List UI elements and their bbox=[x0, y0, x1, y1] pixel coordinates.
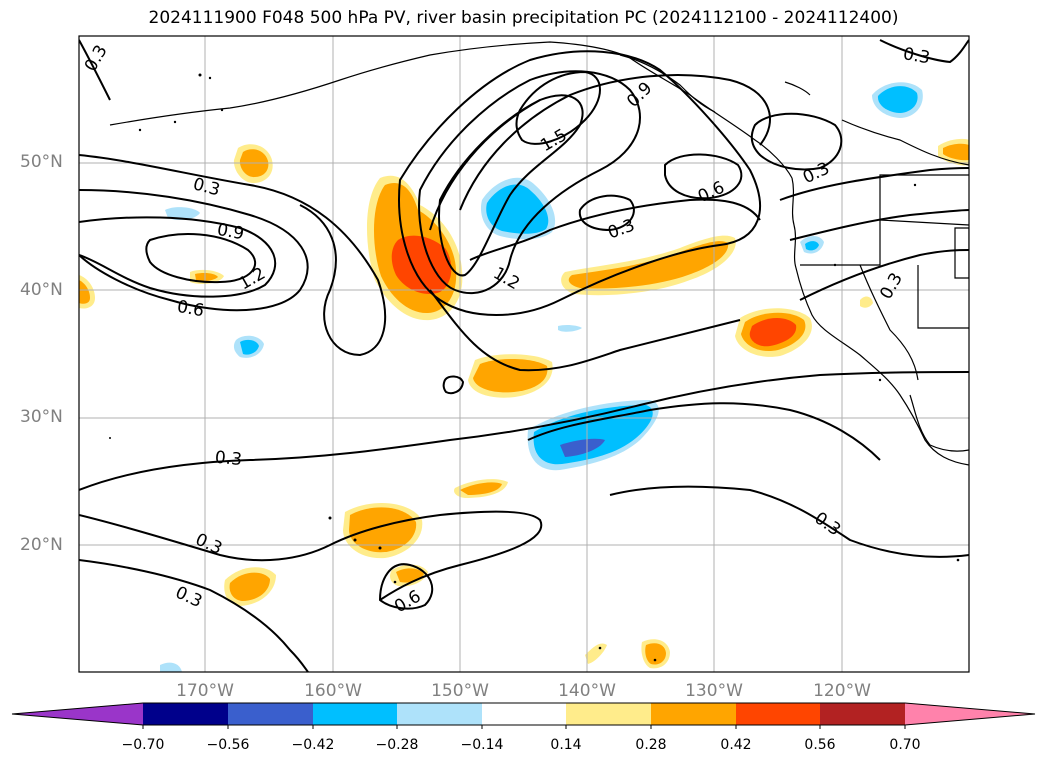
lon-label-120w: 120°W bbox=[813, 681, 871, 701]
lon-label-160w: 160°W bbox=[304, 681, 362, 701]
contour-label: 0.3 bbox=[214, 448, 243, 470]
colorbar-segment bbox=[820, 703, 905, 725]
colorbar-segment bbox=[736, 703, 820, 725]
contour-label: 0.9 bbox=[215, 220, 245, 244]
colorbar-tick-label: −0.28 bbox=[375, 737, 419, 753]
colorbar-segment bbox=[313, 703, 397, 725]
lat-label-30n: 30°N bbox=[20, 407, 63, 427]
contour-label: 0.3 bbox=[901, 44, 931, 68]
map-frame bbox=[78, 35, 970, 673]
lon-label-150w: 150°W bbox=[431, 681, 489, 701]
colorbar-tick-label: 0.56 bbox=[804, 737, 836, 753]
colorbar-extend-min bbox=[12, 703, 143, 725]
lat-label-50n: 50°N bbox=[20, 152, 63, 172]
lon-label-130w: 130°W bbox=[685, 681, 743, 701]
map-panel: 0.3 0.3 0.9 1.2 0.6 1.5 0.9 0.6 0.3 0.3 … bbox=[79, 36, 969, 672]
lon-label-140w: 140°W bbox=[558, 681, 616, 701]
colorbar-segment bbox=[228, 703, 313, 725]
pv-contours bbox=[79, 39, 969, 672]
lon-label-170w: 170°W bbox=[176, 681, 234, 701]
colorbar-segment bbox=[651, 703, 736, 725]
colorbar-segment bbox=[482, 703, 566, 725]
colorbar-tick-label: 0.42 bbox=[720, 737, 752, 753]
coast-details bbox=[109, 73, 960, 662]
contour-label: 0.6 bbox=[175, 297, 205, 321]
colorbar-tick-label: 0.14 bbox=[550, 737, 582, 753]
colorbar-tick-label: −0.70 bbox=[121, 737, 165, 753]
lat-label-40n: 40°N bbox=[20, 280, 63, 300]
colorbar-tick-label: −0.42 bbox=[291, 737, 335, 753]
precip-positive-patches bbox=[79, 138, 969, 669]
colorbar-extend-max bbox=[905, 703, 1035, 725]
colorbar-segment bbox=[397, 703, 482, 725]
colorbar-segment bbox=[566, 703, 651, 725]
colorbar-tick-label: 0.70 bbox=[889, 737, 921, 753]
colorbar-tick-label: −0.56 bbox=[206, 737, 250, 753]
colorbar-tick-label: 0.28 bbox=[635, 737, 667, 753]
map-title: 2024111900 F048 500 hPa PV, river basin … bbox=[148, 8, 899, 28]
colorbar-segment bbox=[143, 703, 228, 725]
lat-label-20n: 20°N bbox=[20, 535, 63, 555]
colorbar bbox=[11, 702, 1036, 729]
colorbar-tick-label: −0.14 bbox=[460, 737, 504, 753]
